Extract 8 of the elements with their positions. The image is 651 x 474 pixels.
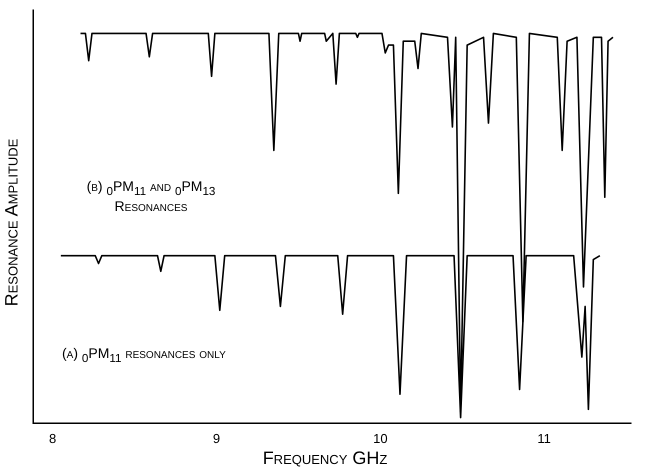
y-axis-title: Resonance Amplitude	[2, 138, 22, 308]
x-axis-title: Frequency GHz	[262, 448, 388, 469]
x-tick-label: 11	[537, 430, 551, 446]
x-tick-label: 10	[373, 430, 388, 446]
text: (b) $_{0}$PM$_{11}$ and $_{0}$PM$_{13}$ Resonances	[86, 178, 216, 214]
annotation: (a) $_{0}$PM$_{11}$ resonances only	[62, 345, 226, 365]
x-tick-label: 9	[212, 430, 220, 446]
x-tick-label: 8	[49, 430, 56, 446]
